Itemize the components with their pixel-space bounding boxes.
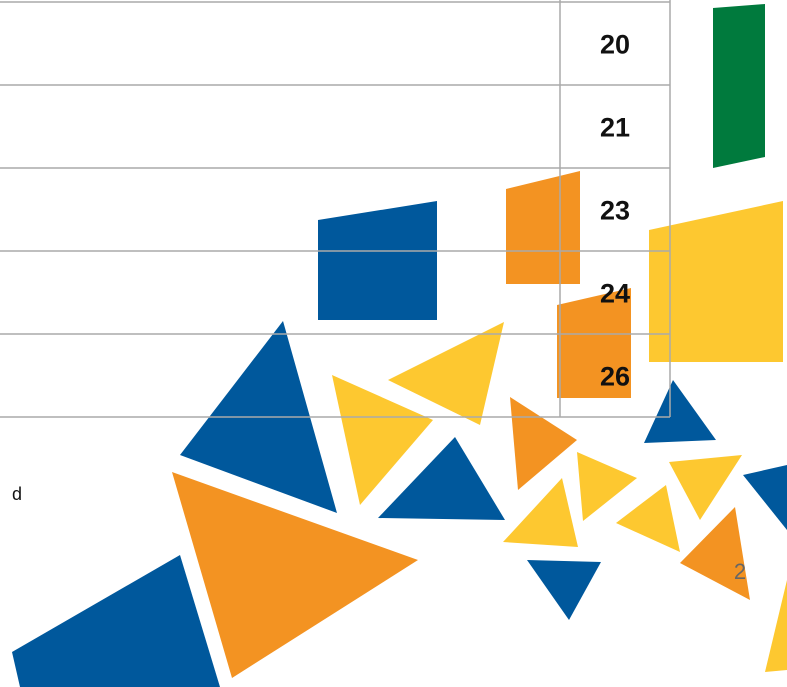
shape	[577, 452, 637, 521]
decoration	[12, 4, 787, 687]
shape	[765, 580, 787, 672]
shape	[12, 555, 220, 687]
shape	[172, 472, 418, 678]
shape	[503, 478, 578, 547]
cell-number: 23	[600, 196, 630, 226]
shape	[378, 437, 505, 520]
shape	[332, 375, 433, 505]
shape	[680, 507, 750, 600]
shape	[713, 4, 765, 168]
shape	[388, 322, 504, 425]
shape	[506, 171, 580, 284]
text-fragment: d	[12, 484, 22, 504]
page-number: 2	[734, 559, 746, 584]
shape	[527, 560, 601, 620]
shape	[649, 201, 783, 362]
shape	[644, 380, 716, 443]
cell-number: 21	[600, 113, 630, 143]
shape	[743, 465, 787, 530]
cell-number: 20	[600, 30, 630, 60]
table	[0, 0, 671, 418]
cell-number: 26	[600, 362, 630, 392]
shape	[510, 397, 577, 490]
shape	[616, 485, 680, 552]
shape	[318, 201, 437, 320]
shape	[557, 288, 631, 398]
cell-number: 24	[600, 279, 630, 309]
shape	[669, 455, 742, 520]
